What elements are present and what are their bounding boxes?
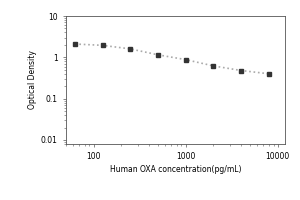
Y-axis label: Optical Density: Optical Density — [28, 51, 37, 109]
X-axis label: Human OXA concentration(pg/mL): Human OXA concentration(pg/mL) — [110, 165, 241, 174]
